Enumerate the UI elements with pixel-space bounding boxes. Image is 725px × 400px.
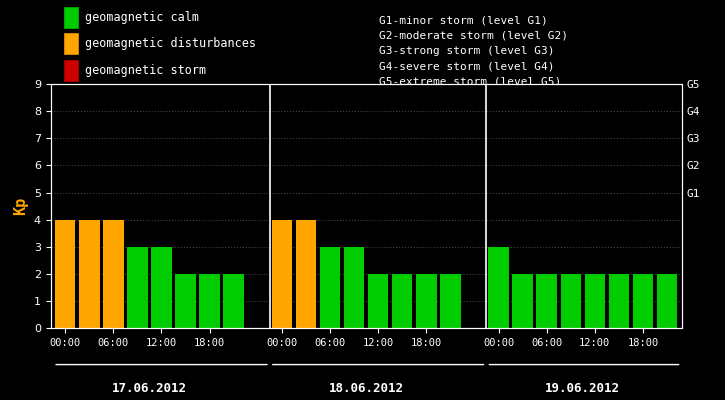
Text: G5-extreme storm (level G5): G5-extreme storm (level G5)	[378, 76, 561, 86]
Bar	[513, 274, 533, 328]
Bar	[633, 274, 653, 328]
Bar	[560, 274, 581, 328]
Bar	[199, 274, 220, 328]
FancyBboxPatch shape	[63, 32, 79, 55]
Y-axis label: Kp: Kp	[13, 197, 28, 215]
Bar	[368, 274, 389, 328]
Text: G2-moderate storm (level G2): G2-moderate storm (level G2)	[378, 31, 568, 41]
Bar	[152, 247, 172, 328]
Bar	[320, 247, 340, 328]
Text: geomagnetic disturbances: geomagnetic disturbances	[86, 37, 257, 50]
Bar	[536, 274, 557, 328]
FancyBboxPatch shape	[63, 6, 79, 28]
Bar	[223, 274, 244, 328]
Bar	[609, 274, 629, 328]
Bar	[440, 274, 460, 328]
Bar	[657, 274, 677, 328]
Text: G3-strong storm (level G3): G3-strong storm (level G3)	[378, 46, 554, 56]
Bar	[392, 274, 413, 328]
FancyBboxPatch shape	[63, 59, 79, 82]
Bar	[584, 274, 605, 328]
Text: 17.06.2012: 17.06.2012	[112, 382, 187, 395]
Bar	[416, 274, 436, 328]
Bar	[296, 220, 316, 328]
Bar	[127, 247, 148, 328]
Bar	[175, 274, 196, 328]
Bar	[103, 220, 123, 328]
Text: geomagnetic calm: geomagnetic calm	[86, 11, 199, 24]
Bar	[79, 220, 99, 328]
Bar	[344, 247, 365, 328]
Bar	[489, 247, 509, 328]
Text: 18.06.2012: 18.06.2012	[328, 382, 404, 395]
Text: 19.06.2012: 19.06.2012	[545, 382, 621, 395]
Bar	[55, 220, 75, 328]
Bar	[272, 220, 292, 328]
Text: geomagnetic storm: geomagnetic storm	[86, 64, 207, 77]
Text: G1-minor storm (level G1): G1-minor storm (level G1)	[378, 16, 547, 26]
Text: G4-severe storm (level G4): G4-severe storm (level G4)	[378, 61, 554, 71]
